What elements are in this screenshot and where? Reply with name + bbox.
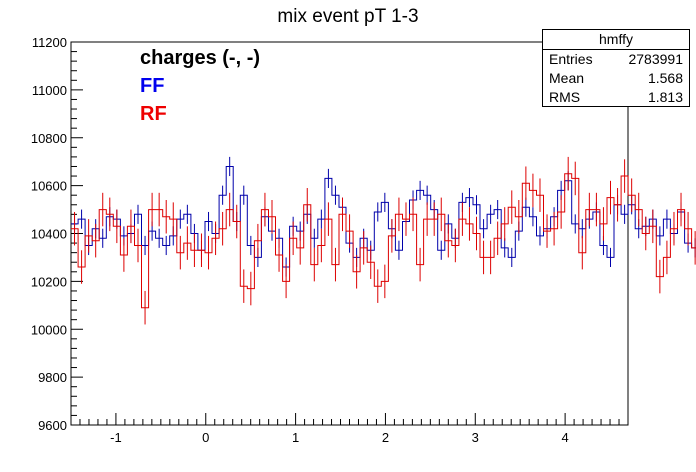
y-tick-label: 11200 (32, 35, 67, 50)
legend-ff: FF (140, 75, 165, 97)
series-group (71, 156, 696, 325)
legend-charges: charges (-, -) (140, 47, 261, 69)
stats-box: hmffy Entries 2783991 Mean 1.568 RMS 1.8… (542, 29, 690, 107)
y-axis: 9600 9800 10000 10200 10400 10600 10800 11000 11… (31, 35, 83, 433)
x-tick-label: -1 (110, 430, 122, 445)
stats-rms-row: RMS 1.813 (543, 88, 689, 107)
stats-mean-value: 1.568 (647, 70, 683, 86)
y-tick-label: 10000 (31, 322, 67, 337)
x-tick-label: 1 (292, 430, 299, 445)
x-tick-label: 2 (382, 430, 389, 445)
x-axis: -1 0 1 2 3 4 (70, 413, 629, 445)
x-tick-label: 4 (561, 430, 568, 445)
stats-rms-label: RMS (549, 89, 581, 105)
stats-entries-label: Entries (549, 51, 593, 67)
stats-mean-row: Mean 1.568 (543, 69, 689, 88)
stats-entries-row: Entries 2783991 (543, 50, 689, 69)
stats-mean-label: Mean (549, 70, 585, 86)
y-tick-label: 10200 (31, 274, 67, 289)
legend-rf: RF (140, 103, 167, 125)
y-tick-label: 11000 (32, 83, 67, 98)
stats-rms-value: 1.813 (647, 89, 683, 105)
histogram-line (71, 173, 696, 309)
series-rf (71, 156, 696, 325)
chart-title: mix event pT 1-3 (277, 6, 419, 27)
histogram-line (71, 166, 696, 268)
y-tick-label: 10400 (31, 227, 67, 242)
y-tick-label: 9800 (38, 370, 67, 385)
x-tick-label: 3 (472, 430, 479, 445)
stats-name: hmffy (543, 30, 689, 50)
y-tick-label: 10600 (31, 179, 67, 194)
x-tick-label: 0 (202, 430, 209, 445)
y-tick-label: 9600 (38, 418, 67, 433)
y-tick-label: 10800 (31, 131, 67, 146)
stats-entries-value: 2783991 (628, 51, 683, 67)
